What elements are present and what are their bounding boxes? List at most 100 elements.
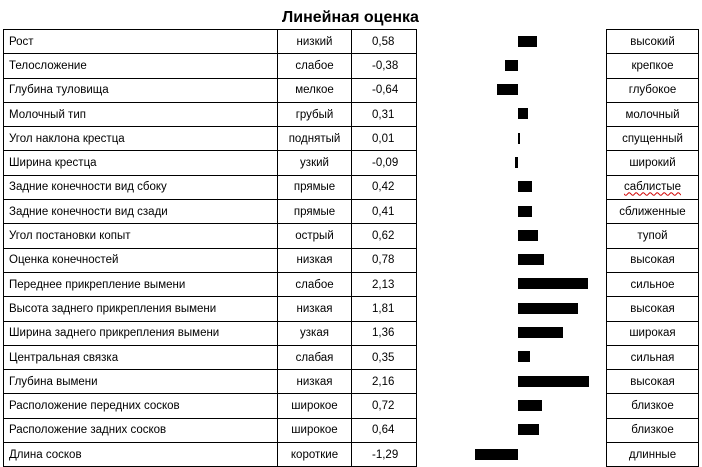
high-end-label: сближенные <box>606 199 699 225</box>
linear-evaluation-sheet: Линейная оценка Рост низкий 0,58 высокий Тел… <box>3 7 699 467</box>
high-end-label: широкий <box>606 150 699 176</box>
low-end-label: слабое <box>277 53 352 79</box>
high-end-text: крепкое <box>631 59 674 72</box>
bar-cell <box>416 369 607 394</box>
bar-cell <box>416 418 607 443</box>
trait-name: Центральная связка <box>3 344 278 371</box>
score-value: 0,64 <box>351 417 417 444</box>
trait-name: Длина сосков <box>3 442 278 467</box>
score-value: 1,36 <box>351 320 417 346</box>
high-end-label: молочный <box>606 101 699 128</box>
high-end-label: сильное <box>606 271 699 298</box>
score-bar <box>518 302 578 314</box>
low-end-label: широкое <box>277 417 352 444</box>
high-end-label: высокая <box>606 369 699 395</box>
trait-name: Расположение задних сосков <box>3 417 278 444</box>
table-row: Молочный тип грубый 0,31 молочный <box>3 101 699 128</box>
score-bar <box>518 229 539 241</box>
high-end-text: высокий <box>630 35 675 48</box>
low-end-label: слабое <box>277 271 352 298</box>
high-end-label: широкая <box>606 320 699 346</box>
high-end-label: близкое <box>606 393 699 419</box>
trait-name: Ширина заднего прикрепления вымени <box>3 320 278 346</box>
trait-name: Глубина вымени <box>3 369 278 395</box>
score-value: 0,58 <box>351 28 417 55</box>
score-bar <box>518 132 520 144</box>
bar-cell <box>416 102 607 127</box>
high-end-label: высокий <box>606 28 699 55</box>
high-end-text: саблистые <box>623 181 682 194</box>
high-end-text: глубокое <box>628 84 677 97</box>
table-row: Ширина крестца узкий -0,09 широкий <box>3 150 699 176</box>
bar-cell <box>416 393 607 419</box>
high-end-text: близкое <box>631 424 674 437</box>
high-end-text: молочный <box>625 108 680 121</box>
table-row: Задние конечности вид сзади прямые 0,41 сбл… <box>3 199 699 225</box>
table-row: Центральная связка слабая 0,35 сильная <box>3 344 699 371</box>
bar-cell <box>416 296 607 322</box>
table-row: Расположение передних сосков широкое 0,72 б… <box>3 393 699 419</box>
bar-cell <box>416 223 607 249</box>
high-end-label: близкое <box>606 417 699 444</box>
score-bar <box>515 156 518 168</box>
score-bar <box>518 424 540 436</box>
score-value: 0,41 <box>351 199 417 225</box>
trait-name: Оценка конечностей <box>3 247 278 273</box>
score-value: -0,09 <box>351 150 417 176</box>
score-value: 0,31 <box>351 101 417 128</box>
table-row: Переднее прикрепление вымени слабое 2,13 си… <box>3 271 699 298</box>
high-end-text: высокая <box>630 302 675 315</box>
low-end-label: низкий <box>277 28 352 55</box>
low-end-label: низкая <box>277 296 352 322</box>
score-bar <box>496 84 518 96</box>
table-row: Глубина вымени низкая 2,16 высокая <box>3 369 699 395</box>
bar-cell <box>416 272 607 297</box>
score-bar <box>518 327 563 339</box>
score-bar <box>518 35 538 47</box>
table-row: Глубина туловища мелкое -0,64 глубокое <box>3 77 699 103</box>
score-bar <box>518 254 544 266</box>
high-end-text: сильная <box>630 351 675 364</box>
score-bar <box>518 278 589 290</box>
table-row: Ширина заднего прикрепления вымени узкая 1… <box>3 320 699 346</box>
score-value: -0,38 <box>351 53 417 79</box>
score-bar <box>518 181 532 193</box>
low-end-label: прямые <box>277 199 352 225</box>
bar-cell <box>416 442 607 467</box>
score-value: -1,29 <box>351 442 417 467</box>
high-end-label: высокая <box>606 247 699 273</box>
bar-cell <box>416 29 607 54</box>
trait-name: Переднее прикрепление вымени <box>3 271 278 298</box>
high-end-text: высокая <box>630 375 675 388</box>
low-end-label: узкий <box>277 150 352 176</box>
evaluation-table: Рост низкий 0,58 высокий Телосложение слабое -… <box>3 28 699 467</box>
score-value: -0,64 <box>351 77 417 103</box>
bar-cell <box>416 126 607 151</box>
score-value: 0,78 <box>351 247 417 273</box>
low-end-label: слабая <box>277 344 352 371</box>
bar-cell <box>416 175 607 200</box>
trait-name: Рост <box>3 28 278 55</box>
bar-cell <box>416 199 607 224</box>
high-end-label: глубокое <box>606 77 699 103</box>
score-bar <box>518 399 542 411</box>
low-end-label: короткие <box>277 442 352 467</box>
bar-cell <box>416 248 607 273</box>
low-end-label: мелкое <box>277 77 352 103</box>
score-value: 0,62 <box>351 223 417 249</box>
high-end-text: длинные <box>628 448 677 461</box>
high-end-text: широкая <box>629 327 676 340</box>
high-end-text: сближенные <box>619 205 686 218</box>
bar-cell <box>416 150 607 176</box>
table-row: Расположение задних сосков широкое 0,64 бли… <box>3 417 699 444</box>
low-end-label: широкое <box>277 393 352 419</box>
score-bar <box>518 205 532 217</box>
low-end-label: острый <box>277 223 352 249</box>
score-value: 2,16 <box>351 369 417 395</box>
low-end-label: прямые <box>277 174 352 201</box>
trait-name: Угол постановки копыт <box>3 223 278 249</box>
score-bar <box>518 108 529 120</box>
score-value: 2,13 <box>351 271 417 298</box>
score-bar <box>505 59 518 71</box>
table-row: Задние конечности вид сбоку прямые 0,42 саб… <box>3 174 699 201</box>
